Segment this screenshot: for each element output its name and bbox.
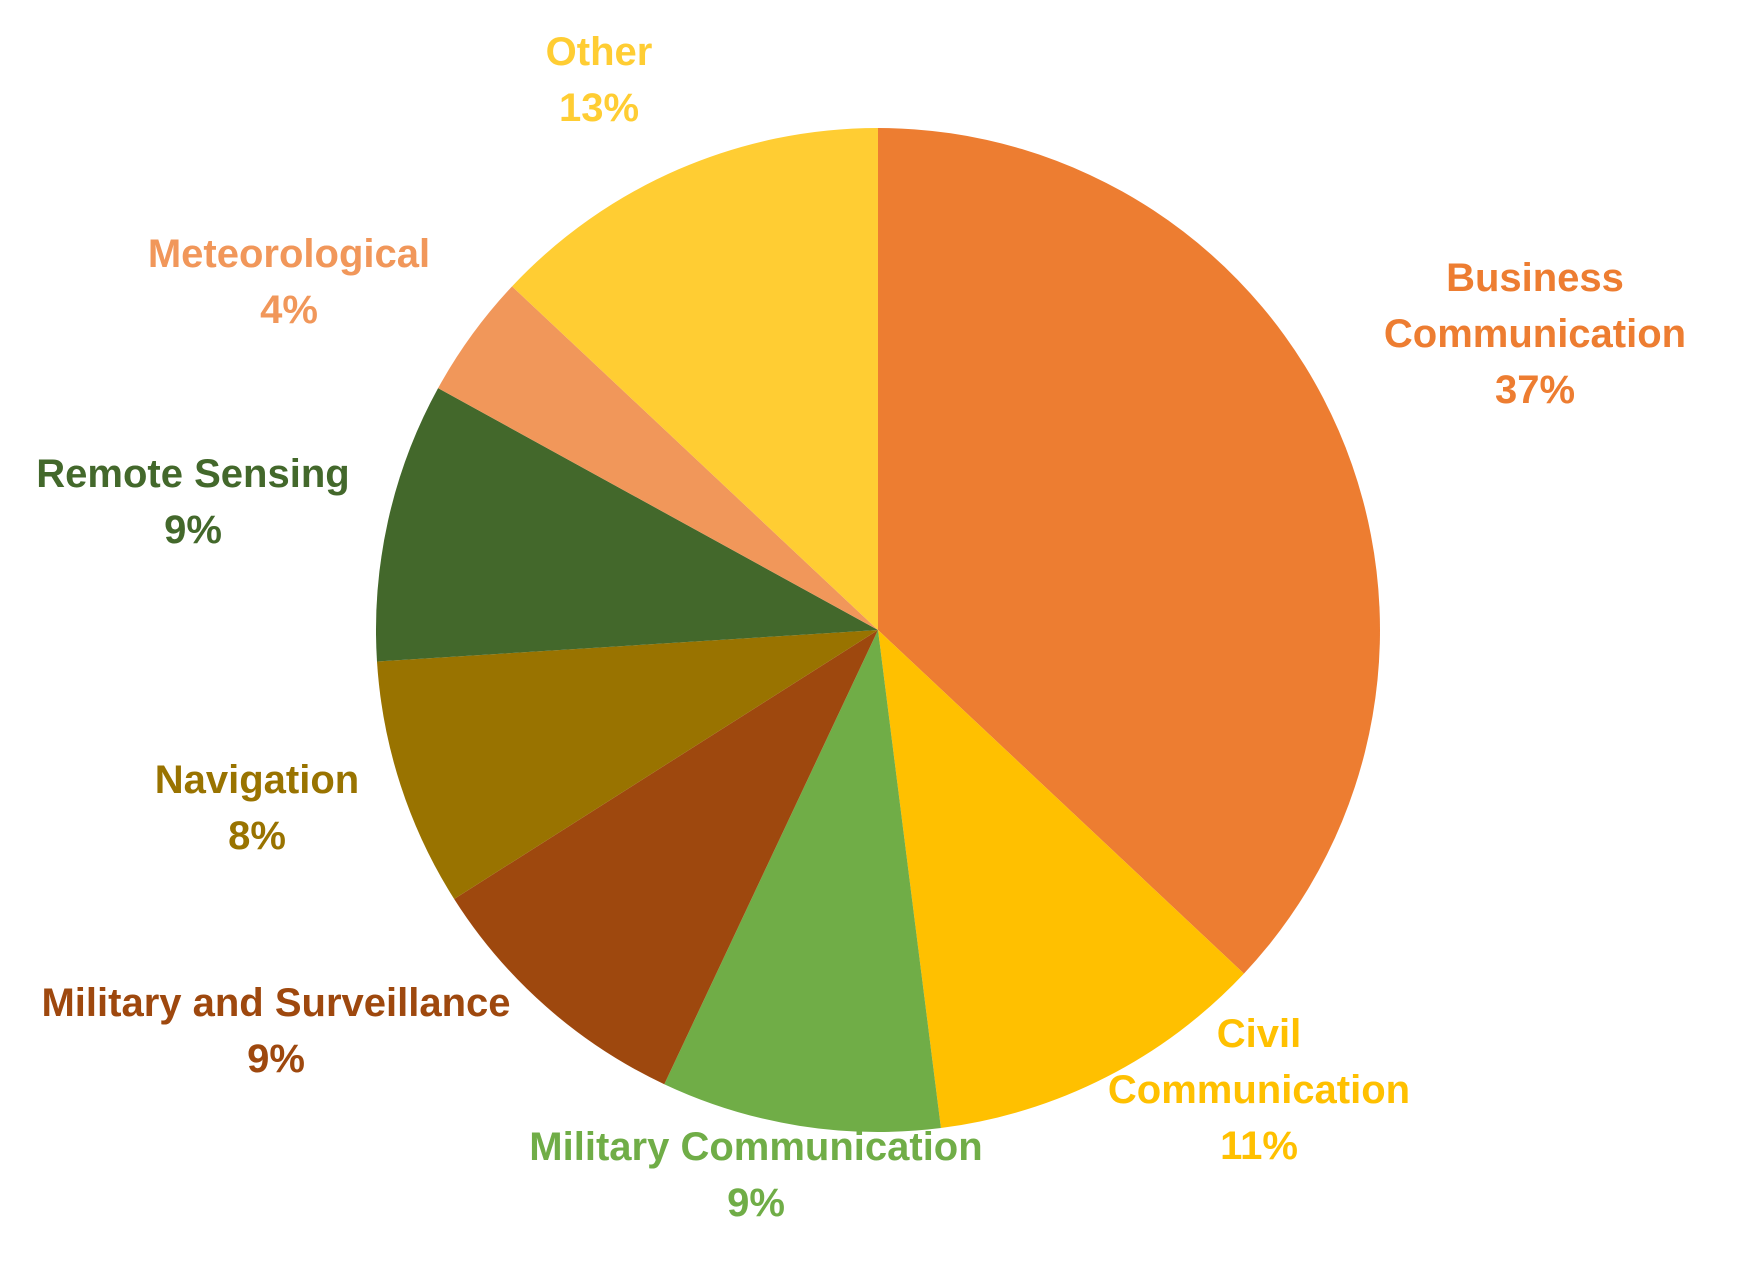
category-label: Communication (1384, 312, 1686, 356)
category-label: Remote Sensing (36, 452, 349, 496)
percent-label: 9% (164, 508, 222, 552)
slice-military-communication (664, 630, 941, 1132)
category-label: Communication (1108, 1068, 1410, 1112)
percent-label: 13% (559, 86, 639, 130)
slice-meteorological (438, 286, 878, 630)
category-label: Meteorological (148, 232, 430, 276)
category-label: Other (546, 30, 653, 74)
label-other: Other 13% (546, 30, 653, 130)
category-label: Civil (1217, 1012, 1301, 1056)
percent-label: 9% (247, 1037, 305, 1081)
label-military-communication: Military Communication 9% (529, 1125, 982, 1225)
label-navigation: Navigation 8% (155, 758, 359, 858)
percent-label: 4% (260, 288, 318, 332)
slice-navigation (376, 630, 878, 899)
slice-civil-communication (878, 630, 1244, 1129)
slice-remote-sensing (375, 388, 878, 662)
slice-other (512, 128, 878, 630)
label-business-communication: Business Communication 37% (1384, 256, 1686, 412)
label-meteorological: Meteorological 4% (148, 232, 430, 332)
category-label: Military Communication (529, 1125, 982, 1169)
percent-label: 8% (228, 814, 286, 858)
label-remote-sensing: Remote Sensing 9% (36, 452, 349, 552)
slice-military-and-surveillance (454, 630, 878, 1085)
label-civil-communication: Civil Communication 11% (1108, 1012, 1410, 1168)
percent-label: 37% (1495, 368, 1575, 412)
category-label: Navigation (155, 758, 359, 802)
category-label: Military and Surveillance (41, 981, 510, 1025)
percent-label: 11% (1220, 1124, 1298, 1168)
label-military-and-surveillance: Military and Surveillance 9% (41, 981, 510, 1081)
pie-labels: Business Communication 37% Civil Communicati… (36, 30, 1686, 1225)
slice-business-communication (878, 128, 1380, 974)
percent-label: 9% (727, 1181, 785, 1225)
pie-slices (375, 128, 1380, 1132)
category-label: Business (1446, 256, 1624, 300)
